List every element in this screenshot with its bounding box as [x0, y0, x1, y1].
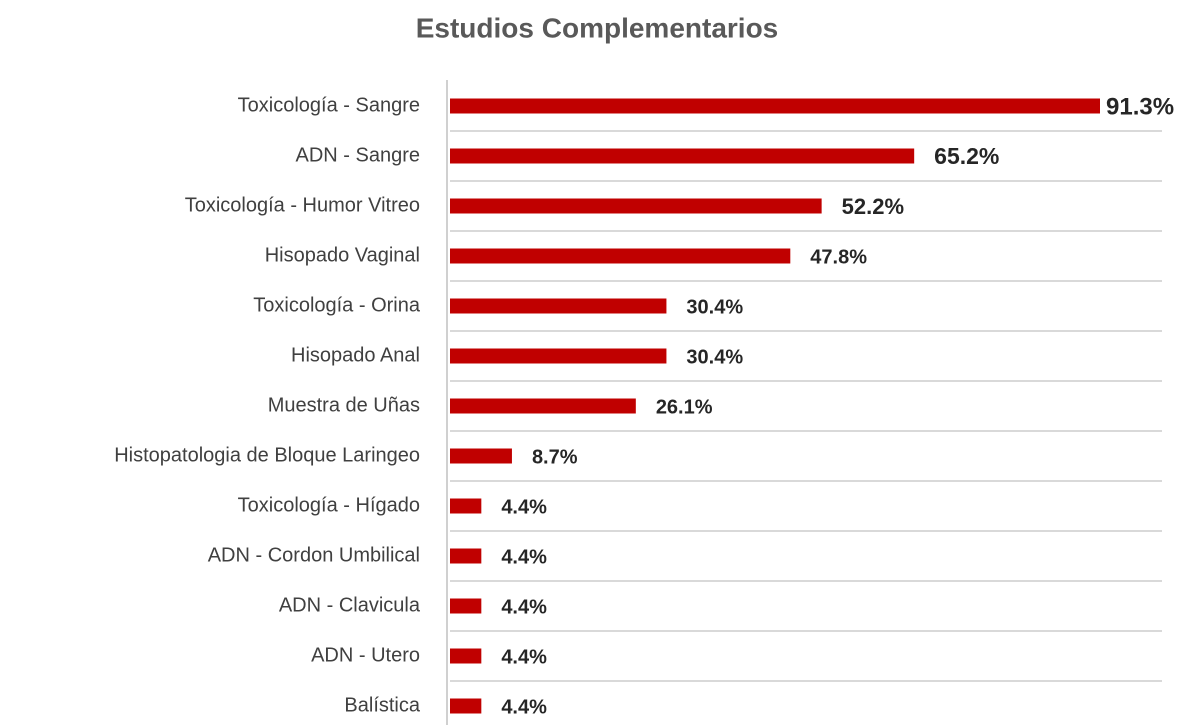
- value-label: 26.1%: [656, 396, 713, 418]
- value-label: 4.4%: [501, 646, 547, 668]
- bar: [450, 248, 791, 264]
- bar: [450, 598, 482, 614]
- category-label: Histopatologia de Bloque Laringeo: [114, 444, 420, 466]
- value-label: 47.8%: [810, 246, 867, 268]
- chart-title: Estudios Complementarios: [416, 12, 779, 43]
- value-label: 4.4%: [501, 696, 547, 718]
- bar: [450, 648, 482, 664]
- value-label: 8.7%: [532, 446, 578, 468]
- bar: [450, 298, 667, 314]
- value-label: 91.3%: [1106, 93, 1174, 120]
- value-label: 4.4%: [501, 596, 547, 618]
- bar: [450, 448, 512, 464]
- bar: [450, 148, 915, 164]
- value-label: 30.4%: [686, 296, 743, 318]
- category-label: ADN - Clavicula: [279, 594, 421, 616]
- category-label: Toxicología - Orina: [253, 294, 421, 316]
- bar: [450, 348, 667, 364]
- bar: [450, 548, 482, 564]
- bar: [450, 398, 636, 414]
- value-label: 52.2%: [842, 194, 904, 219]
- category-label: ADN - Cordon Umbilical: [208, 544, 420, 566]
- bar: [450, 498, 482, 514]
- category-label: Hisopado Anal: [291, 344, 420, 366]
- category-label: Toxicología - Hígado: [238, 494, 420, 516]
- bar: [450, 698, 482, 714]
- category-label: Balística: [344, 694, 420, 716]
- category-label: ADN - Utero: [311, 644, 420, 666]
- category-label: Muestra de Uñas: [268, 394, 420, 416]
- category-label: Toxicología - Sangre: [238, 94, 420, 116]
- value-label: 65.2%: [934, 143, 999, 169]
- category-label: ADN - Sangre: [296, 144, 421, 166]
- value-label: 4.4%: [501, 496, 547, 518]
- category-label: Hisopado Vaginal: [265, 244, 420, 266]
- bar: [450, 98, 1100, 114]
- bar: [450, 198, 822, 214]
- value-label: 30.4%: [686, 346, 743, 368]
- category-label: Toxicología - Humor Vitreo: [185, 194, 420, 216]
- value-label: 4.4%: [501, 546, 547, 568]
